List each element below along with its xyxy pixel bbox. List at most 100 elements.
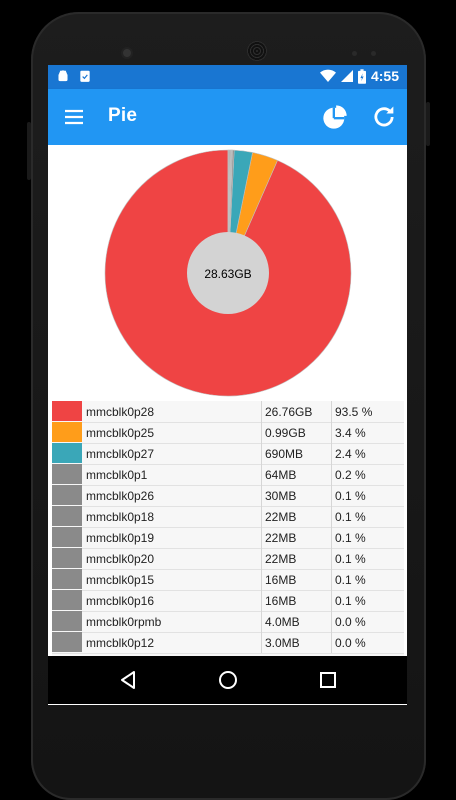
legend-row[interactable]: mmcblk0p16 16MB 0.1 % <box>52 590 404 612</box>
status-bar: 4:55 <box>48 65 407 89</box>
legend-row[interactable]: mmcblk0p25 0.99GB 3.4 % <box>52 422 404 444</box>
partition-size: 22MB <box>265 510 297 524</box>
partition-size: 26.76GB <box>265 405 313 419</box>
clock-time: 4:55 <box>370 68 399 84</box>
clipboard-check-icon <box>80 70 90 82</box>
navigation-bar <box>48 656 407 704</box>
partition-name: mmcblk0p12 <box>86 636 155 650</box>
legend-color-swatch <box>52 422 82 442</box>
partition-size: 4.0MB <box>265 615 300 629</box>
column-divider <box>331 611 332 632</box>
pie-chart-area: 28.63GB <box>48 145 407 400</box>
column-divider <box>331 422 332 443</box>
menu-icon[interactable] <box>62 105 86 129</box>
partition-percent: 0.1 % <box>335 510 366 524</box>
partition-size: 0.99GB <box>265 426 306 440</box>
battery-charging-icon <box>357 68 366 84</box>
partition-name: mmcblk0p19 <box>86 531 155 545</box>
legend-row[interactable]: mmcblk0p19 22MB 0.1 % <box>52 527 404 549</box>
partition-size: 16MB <box>265 594 297 608</box>
column-divider <box>331 632 332 653</box>
column-divider <box>261 527 262 548</box>
partition-percent: 2.4 % <box>335 447 366 461</box>
power-button <box>426 102 430 146</box>
column-divider <box>261 401 262 422</box>
refresh-icon[interactable] <box>370 103 398 131</box>
partition-percent: 0.0 % <box>335 615 366 629</box>
proximity-sensor <box>352 51 357 56</box>
column-divider <box>261 485 262 506</box>
legend-color-swatch <box>52 569 82 589</box>
legend-row[interactable]: mmcblk0p12 3.0MB 0.0 % <box>52 632 404 654</box>
partition-size: 64MB <box>265 468 297 482</box>
front-camera <box>123 49 131 57</box>
column-divider <box>261 569 262 590</box>
column-divider <box>261 506 262 527</box>
column-divider <box>331 569 332 590</box>
recents-icon[interactable] <box>316 668 340 692</box>
column-divider <box>261 632 262 653</box>
pie-center-hole <box>187 232 269 314</box>
legend-color-swatch <box>52 401 82 421</box>
column-divider <box>261 611 262 632</box>
pie-center-label: 28.63GB <box>204 267 251 281</box>
partition-name: mmcblk0p27 <box>86 447 155 461</box>
legend-row[interactable]: mmcblk0p18 22MB 0.1 % <box>52 506 404 528</box>
partition-size: 16MB <box>265 573 297 587</box>
partition-percent: 0.0 % <box>335 636 366 650</box>
partition-name: mmcblk0p15 <box>86 573 155 587</box>
partition-percent: 0.1 % <box>335 552 366 566</box>
partition-size: 690MB <box>265 447 304 461</box>
partition-name: mmcblk0p18 <box>86 510 155 524</box>
legend-row[interactable]: mmcblk0p28 26.76GB 93.5 % <box>52 401 404 423</box>
device-screen: 4:55 Pie 28.63GB mmcblk0p28 26.76GB 93.5 %… <box>48 65 407 705</box>
android-icon <box>58 70 68 82</box>
earpiece-speaker <box>247 41 267 61</box>
legend-row[interactable]: mmcblk0p20 22MB 0.1 % <box>52 548 404 570</box>
partition-size: 30MB <box>265 489 297 503</box>
legend-color-swatch <box>52 443 82 463</box>
legend-row[interactable]: mmcblk0rpmb 4.0MB 0.0 % <box>52 611 404 633</box>
partition-name: mmcblk0rpmb <box>86 615 162 629</box>
partition-name: mmcblk0p25 <box>86 426 155 440</box>
partition-name: mmcblk0p1 <box>86 468 148 482</box>
cell-signal-icon <box>340 70 353 82</box>
back-icon[interactable] <box>116 668 140 692</box>
partition-percent: 0.1 % <box>335 489 366 503</box>
legend-color-swatch <box>52 464 82 484</box>
light-sensor <box>371 51 376 56</box>
column-divider <box>261 422 262 443</box>
legend-row[interactable]: mmcblk0p1 64MB 0.2 % <box>52 464 404 486</box>
column-divider <box>331 464 332 485</box>
pie-chart[interactable]: 28.63GB <box>48 145 407 400</box>
column-divider <box>331 506 332 527</box>
legend-row[interactable]: mmcblk0p26 30MB 0.1 % <box>52 485 404 507</box>
partition-name: mmcblk0p26 <box>86 489 155 503</box>
legend-color-swatch <box>52 632 82 652</box>
column-divider <box>261 464 262 485</box>
column-divider <box>331 401 332 422</box>
legend-row[interactable]: mmcblk0p27 690MB 2.4 % <box>52 443 404 465</box>
column-divider <box>331 485 332 506</box>
legend-color-swatch <box>52 506 82 526</box>
wifi-icon <box>319 69 336 82</box>
partition-name: mmcblk0p20 <box>86 552 155 566</box>
column-divider <box>261 443 262 464</box>
partition-name: mmcblk0p28 <box>86 405 155 419</box>
column-divider <box>331 590 332 611</box>
legend-color-swatch <box>52 548 82 568</box>
partition-size: 22MB <box>265 552 297 566</box>
legend-color-swatch <box>52 590 82 610</box>
volume-button <box>27 122 31 180</box>
partition-percent: 3.4 % <box>335 426 366 440</box>
column-divider <box>331 443 332 464</box>
partition-percent: 0.2 % <box>335 468 366 482</box>
legend-table: mmcblk0p28 26.76GB 93.5 % mmcblk0p25 0.99GB 3… <box>52 401 404 657</box>
app-bar: Pie <box>48 89 407 145</box>
legend-color-swatch <box>52 611 82 631</box>
pie-chart-icon[interactable] <box>321 103 349 131</box>
home-icon[interactable] <box>216 668 240 692</box>
page-title: Pie <box>108 105 138 126</box>
legend-row[interactable]: mmcblk0p15 16MB 0.1 % <box>52 569 404 591</box>
partition-percent: 0.1 % <box>335 573 366 587</box>
